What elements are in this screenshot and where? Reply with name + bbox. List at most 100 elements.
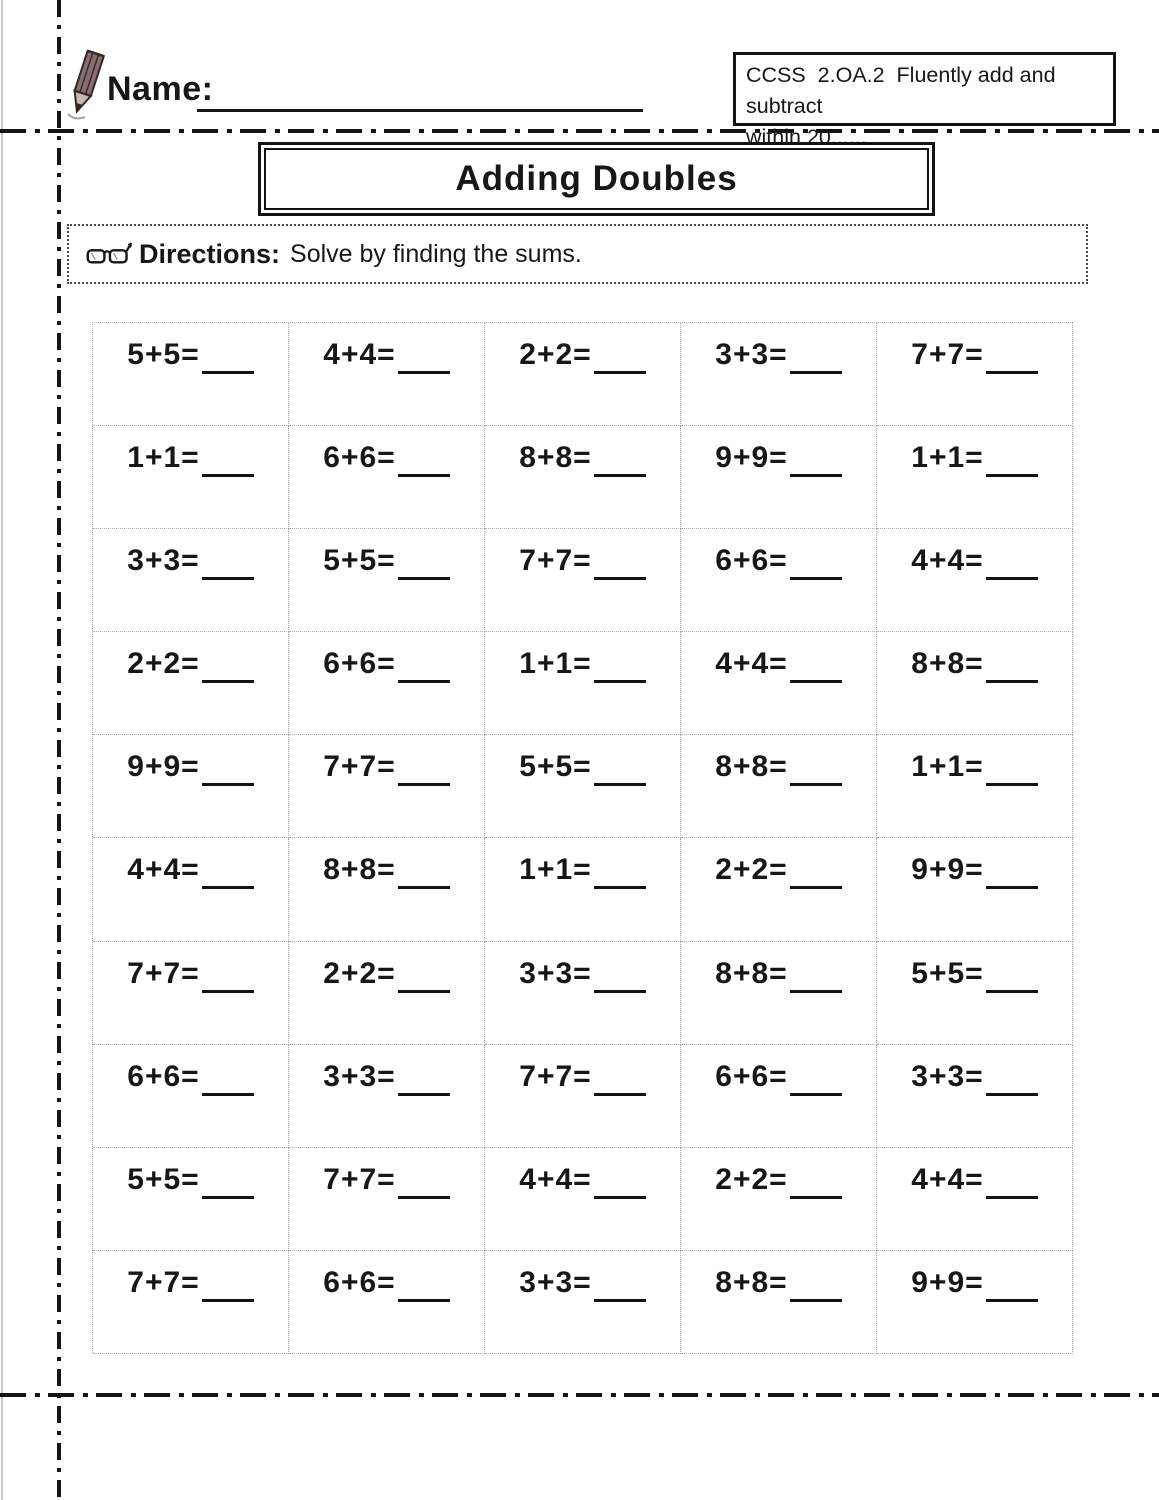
answer-blank xyxy=(985,647,1038,684)
directions-label: Directions: xyxy=(139,238,281,269)
problem-cell: 8+8= xyxy=(681,1250,877,1354)
answer-blank xyxy=(201,957,254,993)
problem-text: 7+7= xyxy=(127,1265,200,1299)
problem-text: 6+6= xyxy=(323,647,396,681)
problem-cell: 6+6= xyxy=(289,426,485,530)
problem-text: 4+4= xyxy=(911,1162,984,1196)
answer-blank xyxy=(397,1163,450,1199)
answer-blank xyxy=(985,750,1038,787)
problem-text: 3+3= xyxy=(519,1265,592,1299)
answer-blank xyxy=(789,957,842,993)
problem-text: 1+1= xyxy=(519,647,592,681)
directions-box: Directions: Solve by finding the sums. xyxy=(67,224,1088,284)
problem-cell: 9+9= xyxy=(877,1250,1073,1354)
problem-text: 5+5= xyxy=(127,338,200,371)
answer-blank xyxy=(593,1163,646,1199)
answer-blank xyxy=(985,853,1038,890)
problem-cell: 1+1= xyxy=(485,838,681,942)
answer-blank xyxy=(201,441,254,478)
answer-blank xyxy=(593,441,646,478)
name-blank-line xyxy=(197,109,643,112)
answer-blank xyxy=(593,750,646,787)
problem-text: 6+6= xyxy=(715,1059,788,1093)
problem-cell: 1+1= xyxy=(877,735,1073,839)
answer-blank xyxy=(985,1266,1038,1302)
answer-blank xyxy=(593,544,646,581)
directions-text: Solve by finding the sums. xyxy=(290,239,582,268)
ccss-standard-box: CCSS 2.OA.2 Fluently add and subtract wi… xyxy=(733,52,1116,149)
problem-text: 2+2= xyxy=(715,1162,788,1196)
answer-blank xyxy=(985,957,1038,993)
problem-cell: 7+7= xyxy=(485,529,681,633)
problem-text: 4+4= xyxy=(323,338,396,371)
problem-cell: 5+5= xyxy=(93,323,289,427)
problem-cell: 4+4= xyxy=(93,838,289,942)
answer-blank xyxy=(789,1163,842,1199)
problem-text: 3+3= xyxy=(519,956,592,990)
problem-cell: 8+8= xyxy=(681,735,877,839)
answer-blank xyxy=(397,750,450,787)
answer-blank xyxy=(397,544,450,581)
answer-blank xyxy=(789,441,842,478)
problem-text: 9+9= xyxy=(715,441,788,475)
problem-text: 9+9= xyxy=(127,750,200,784)
left-edge-guide-line xyxy=(1,0,3,1500)
answer-blank xyxy=(397,1266,450,1302)
answer-blank xyxy=(593,853,646,890)
problem-cell: 8+8= xyxy=(877,632,1073,736)
problem-text: 5+5= xyxy=(519,750,592,784)
problem-cell: 2+2= xyxy=(681,838,877,942)
problem-cell: 5+5= xyxy=(93,1147,289,1251)
answer-blank xyxy=(201,853,254,890)
problem-cell: 8+8= xyxy=(289,838,485,942)
problem-cell: 7+7= xyxy=(877,323,1073,427)
problem-text: 4+4= xyxy=(127,853,200,887)
problem-text: 7+7= xyxy=(911,338,984,371)
problem-text: 1+1= xyxy=(911,750,984,784)
problem-cell: 7+7= xyxy=(289,735,485,839)
problem-cell: 5+5= xyxy=(289,529,485,633)
answer-blank xyxy=(789,544,842,581)
problem-text: 9+9= xyxy=(911,1265,984,1299)
answer-blank xyxy=(789,750,842,787)
problem-cell: 3+3= xyxy=(681,323,877,427)
problem-cell: 1+1= xyxy=(485,632,681,736)
problem-text: 1+1= xyxy=(519,853,592,887)
problem-cell: 6+6= xyxy=(93,1044,289,1148)
problem-text: 1+1= xyxy=(127,441,200,475)
bottom-dashdot-guide-line xyxy=(0,1393,1159,1397)
problem-text: 7+7= xyxy=(519,544,592,578)
answer-blank xyxy=(397,441,450,478)
problem-cell: 7+7= xyxy=(289,1147,485,1251)
problem-text: 2+2= xyxy=(127,647,200,681)
problem-text: 5+5= xyxy=(323,544,396,578)
problem-text: 2+2= xyxy=(323,956,396,990)
problem-cell: 8+8= xyxy=(485,426,681,530)
problem-text: 6+6= xyxy=(323,1265,396,1299)
problem-text: 8+8= xyxy=(911,647,984,681)
answer-blank xyxy=(593,647,646,684)
problem-cell: 4+4= xyxy=(289,323,485,427)
answer-blank xyxy=(201,1163,254,1199)
problem-text: 8+8= xyxy=(715,956,788,990)
problem-cell: 7+7= xyxy=(485,1044,681,1148)
problem-cell: 4+4= xyxy=(877,1147,1073,1251)
problem-text: 7+7= xyxy=(127,956,200,990)
problem-cell: 4+4= xyxy=(485,1147,681,1251)
problem-cell: 5+5= xyxy=(485,735,681,839)
problem-cell: 5+5= xyxy=(877,941,1073,1045)
problem-text: 3+3= xyxy=(715,338,788,371)
problem-text: 4+4= xyxy=(519,1162,592,1196)
answer-blank xyxy=(789,853,842,890)
answer-blank xyxy=(593,1266,646,1302)
problem-text: 5+5= xyxy=(127,1162,200,1196)
problem-text: 5+5= xyxy=(911,956,984,990)
problem-text: 7+7= xyxy=(323,1162,396,1196)
answer-blank xyxy=(397,1060,450,1096)
glasses-icon xyxy=(86,242,133,264)
answer-blank xyxy=(397,338,450,374)
answer-blank xyxy=(397,957,450,993)
problem-cell: 9+9= xyxy=(681,426,877,530)
problem-text: 6+6= xyxy=(127,1059,200,1093)
answer-blank xyxy=(201,647,254,684)
